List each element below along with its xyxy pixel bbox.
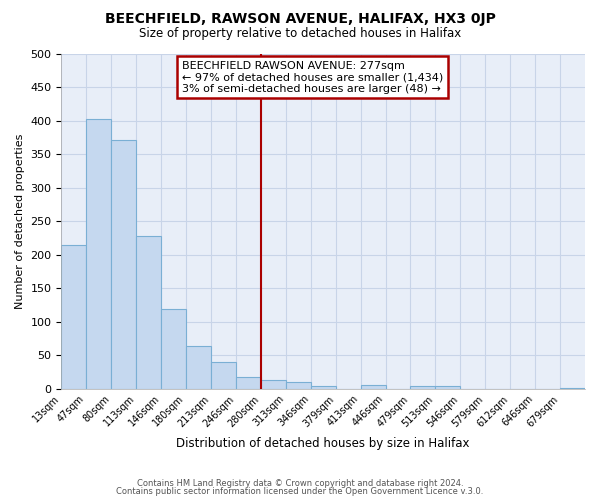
Bar <box>410 386 436 389</box>
Bar <box>186 346 211 389</box>
Bar <box>161 309 186 389</box>
Text: BEECHFIELD, RAWSON AVENUE, HALIFAX, HX3 0JP: BEECHFIELD, RAWSON AVENUE, HALIFAX, HX3 … <box>104 12 496 26</box>
Bar <box>136 236 161 389</box>
Bar <box>261 380 286 389</box>
Bar <box>560 388 585 389</box>
Text: Contains HM Land Registry data © Crown copyright and database right 2024.: Contains HM Land Registry data © Crown c… <box>137 478 463 488</box>
Bar <box>361 385 386 389</box>
Bar <box>436 386 460 389</box>
Bar <box>61 245 86 389</box>
X-axis label: Distribution of detached houses by size in Halifax: Distribution of detached houses by size … <box>176 437 470 450</box>
Bar <box>211 362 236 389</box>
Bar <box>286 382 311 389</box>
Text: Size of property relative to detached houses in Halifax: Size of property relative to detached ho… <box>139 28 461 40</box>
Bar <box>236 377 261 389</box>
Text: BEECHFIELD RAWSON AVENUE: 277sqm
← 97% of detached houses are smaller (1,434)
3%: BEECHFIELD RAWSON AVENUE: 277sqm ← 97% o… <box>182 60 443 94</box>
Bar <box>311 386 335 389</box>
Bar <box>111 140 136 389</box>
Y-axis label: Number of detached properties: Number of detached properties <box>15 134 25 309</box>
Bar <box>86 119 111 389</box>
Text: Contains public sector information licensed under the Open Government Licence v.: Contains public sector information licen… <box>116 487 484 496</box>
